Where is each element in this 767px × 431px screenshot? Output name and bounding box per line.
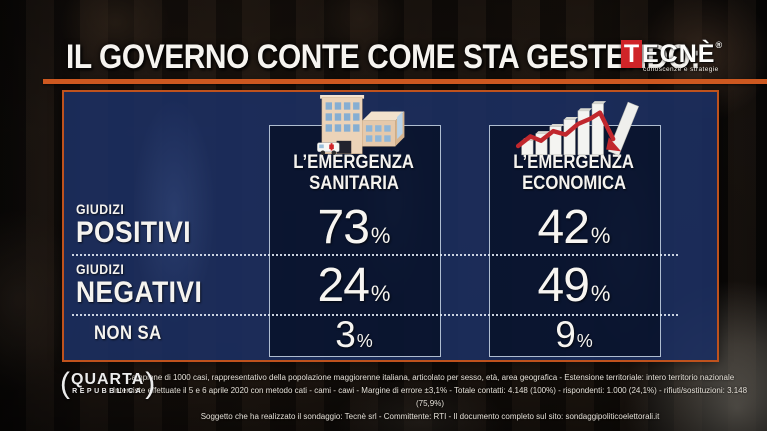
fine-print-line: Interviste effettuate il 5 e 6 aprile 20… [112,386,748,408]
column-box-sanitaria [269,125,441,357]
column-box-economica [489,125,661,357]
value-positivi-sanitaria: 73% [317,201,391,254]
quarta-repubblica-logo: ( QUARTA REPUBBLICA ) [60,367,156,400]
column-header-economica: L’EMERGENZA ECONOMICA [513,152,635,194]
value-positivi-economica: 42% [537,201,611,254]
value-negativi-sanitaria: 24% [317,259,391,312]
row-divider [72,314,678,316]
value-nonsa-sanitaria: 3% [335,314,373,355]
tecne-logo-t-square: T [621,40,642,68]
page-title-text: IL GOVERNO CONTE COME STA GESTENDO: [66,38,701,76]
row-label-non-sa: NON SA [94,323,162,344]
column-header-sanitaria: L’EMERGENZA SANITARIA [293,152,415,194]
tecne-tagline: conoscenze e strategie [643,66,719,73]
fine-print-line: Campione di 1000 casi, rappresentativo d… [125,373,735,382]
watermark-repubblica: REPUBBLICA [72,388,144,395]
row-label-giudizi-negativi: GIUDIZI NEGATIVI [76,261,203,309]
row-label-giudizi-positivi: GIUDIZI POSITIVI [76,201,192,249]
title-underline-rule [43,79,767,84]
registered-mark: ® [715,40,724,50]
value-negativi-economica: 49% [537,259,611,312]
tecne-logo: T ECNÈ® conoscenze e strategie [621,40,724,73]
fine-print-line: Soggetto che ha realizzato il sondaggio:… [200,412,660,421]
row-divider [72,254,678,256]
methodology-fine-print: Campione di 1000 casi, rappresentativo d… [100,371,760,423]
ambulance-icon [317,142,340,156]
economy-chart-icon [509,95,639,161]
tecne-logo-text: ECNÈ [642,40,716,68]
hospital-icon [289,95,419,161]
value-nonsa-economica: 9% [555,314,593,355]
watermark-quarta: QUARTA [71,371,145,388]
poll-panel: L’EMERGENZA SANITARIA L’EMERGENZA ECONOM… [62,90,719,362]
page-title: IL GOVERNO CONTE COME STA GESTENDO: [66,38,767,77]
